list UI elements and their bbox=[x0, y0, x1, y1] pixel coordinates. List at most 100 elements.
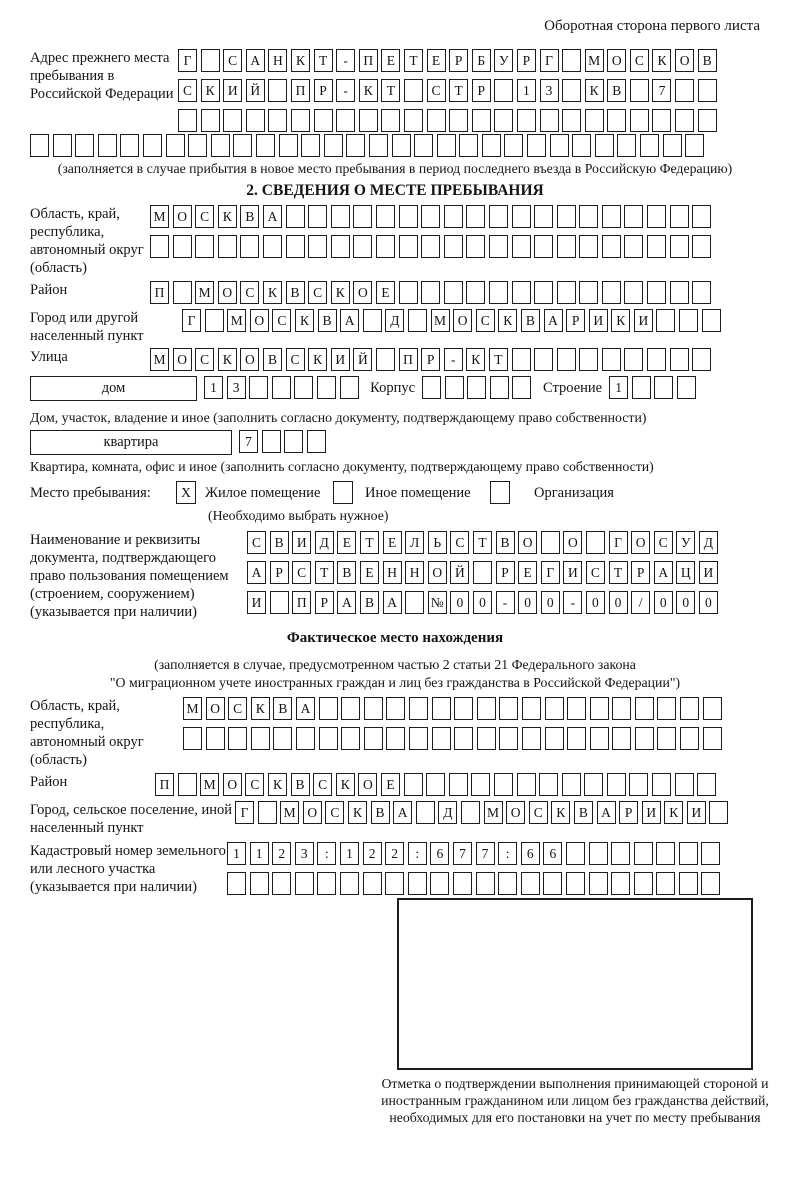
char-cell[interactable]: Д bbox=[438, 801, 458, 824]
char-cell[interactable] bbox=[652, 109, 672, 132]
char-cell[interactable] bbox=[498, 872, 518, 895]
char-cell[interactable]: А bbox=[382, 591, 402, 614]
char-cell[interactable] bbox=[426, 109, 446, 132]
char-cell[interactable] bbox=[330, 235, 350, 258]
char-cell[interactable]: И bbox=[698, 561, 718, 584]
char-cell[interactable] bbox=[448, 773, 468, 796]
char-cell[interactable] bbox=[669, 235, 689, 258]
char-cell[interactable]: В bbox=[607, 79, 627, 102]
char-cell[interactable]: К bbox=[262, 281, 282, 304]
char-cell[interactable]: О bbox=[172, 348, 192, 371]
char-cell[interactable]: 1 bbox=[204, 376, 223, 399]
char-cell[interactable] bbox=[697, 773, 717, 796]
char-cell[interactable]: С bbox=[308, 281, 328, 304]
char-cell[interactable] bbox=[262, 235, 282, 258]
char-cell[interactable]: К bbox=[358, 79, 378, 102]
char-cell[interactable]: 2 bbox=[272, 842, 292, 865]
char-cell[interactable] bbox=[585, 531, 605, 554]
char-cell[interactable] bbox=[678, 842, 698, 865]
char-cell[interactable] bbox=[633, 872, 653, 895]
char-cell[interactable] bbox=[430, 872, 450, 895]
char-cell[interactable] bbox=[449, 109, 469, 132]
char-cell[interactable]: О bbox=[222, 773, 242, 796]
char-cell[interactable] bbox=[709, 801, 729, 824]
char-cell[interactable] bbox=[284, 430, 304, 453]
char-cell[interactable]: Г bbox=[540, 561, 560, 584]
char-cell[interactable] bbox=[567, 697, 587, 720]
char-cell[interactable]: И bbox=[633, 309, 653, 332]
char-cell[interactable]: О bbox=[563, 531, 583, 554]
char-cell[interactable] bbox=[579, 281, 599, 304]
char-cell[interactable]: М bbox=[483, 801, 503, 824]
char-cell[interactable]: 0 bbox=[540, 591, 560, 614]
char-cell[interactable]: Р bbox=[471, 79, 491, 102]
char-cell[interactable]: Е bbox=[380, 773, 400, 796]
char-cell[interactable] bbox=[250, 727, 270, 750]
char-cell[interactable] bbox=[534, 348, 554, 371]
char-cell[interactable] bbox=[452, 872, 472, 895]
char-cell[interactable] bbox=[475, 872, 495, 895]
char-cell[interactable] bbox=[443, 205, 463, 228]
char-cell[interactable]: О bbox=[427, 561, 447, 584]
char-cell[interactable]: С bbox=[325, 801, 345, 824]
char-cell[interactable] bbox=[471, 109, 491, 132]
char-cell[interactable] bbox=[391, 134, 411, 157]
char-cell[interactable]: - bbox=[336, 79, 356, 102]
char-cell[interactable]: Б bbox=[471, 49, 491, 72]
char-cell[interactable] bbox=[217, 235, 237, 258]
char-cell[interactable] bbox=[261, 430, 281, 453]
char-cell[interactable]: 3 bbox=[226, 376, 246, 399]
char-cell[interactable]: Р bbox=[449, 49, 469, 72]
char-cell[interactable] bbox=[375, 205, 395, 228]
char-cell[interactable] bbox=[407, 309, 427, 332]
char-cell[interactable] bbox=[255, 134, 275, 157]
char-cell[interactable]: К bbox=[217, 205, 237, 228]
char-cell[interactable] bbox=[323, 134, 343, 157]
char-cell[interactable]: В bbox=[337, 561, 357, 584]
char-cell[interactable]: 0 bbox=[608, 591, 628, 614]
char-cell[interactable] bbox=[363, 697, 383, 720]
char-cell[interactable] bbox=[249, 872, 269, 895]
char-cell[interactable]: В bbox=[359, 591, 379, 614]
char-cell[interactable] bbox=[375, 235, 395, 258]
char-cell[interactable]: 6 bbox=[543, 842, 563, 865]
char-cell[interactable] bbox=[204, 309, 224, 332]
char-cell[interactable] bbox=[669, 205, 689, 228]
char-cell[interactable] bbox=[647, 281, 667, 304]
char-cell[interactable] bbox=[223, 109, 243, 132]
char-cell[interactable]: Е bbox=[381, 49, 401, 72]
char-cell[interactable]: Н bbox=[268, 49, 288, 72]
char-cell[interactable]: К bbox=[294, 309, 314, 332]
char-cell[interactable] bbox=[669, 281, 689, 304]
char-cell[interactable] bbox=[269, 591, 289, 614]
char-cell[interactable] bbox=[652, 773, 672, 796]
char-cell[interactable]: К bbox=[290, 49, 310, 72]
char-cell[interactable] bbox=[233, 134, 253, 157]
char-cell[interactable]: О bbox=[518, 531, 538, 554]
char-cell[interactable] bbox=[549, 134, 569, 157]
char-cell[interactable] bbox=[567, 727, 587, 750]
char-cell[interactable] bbox=[52, 134, 72, 157]
char-cell[interactable]: 1 bbox=[227, 842, 246, 865]
char-cell[interactable] bbox=[358, 109, 378, 132]
char-cell[interactable] bbox=[272, 872, 292, 895]
char-cell[interactable]: 0 bbox=[585, 591, 605, 614]
char-cell[interactable] bbox=[579, 235, 599, 258]
char-cell[interactable] bbox=[633, 842, 653, 865]
char-cell[interactable] bbox=[589, 727, 609, 750]
char-cell[interactable]: 0 bbox=[518, 591, 538, 614]
char-cell[interactable]: 7 bbox=[239, 430, 258, 453]
char-cell[interactable]: К bbox=[330, 281, 350, 304]
char-cell[interactable]: С bbox=[426, 79, 446, 102]
char-cell[interactable] bbox=[676, 376, 696, 399]
char-cell[interactable]: М bbox=[200, 773, 220, 796]
char-cell[interactable] bbox=[611, 872, 631, 895]
char-cell[interactable] bbox=[466, 281, 486, 304]
char-cell[interactable] bbox=[674, 773, 694, 796]
char-cell[interactable]: 3 bbox=[539, 79, 559, 102]
char-cell[interactable]: М bbox=[150, 205, 169, 228]
char-cell[interactable]: Р bbox=[631, 561, 651, 584]
char-cell[interactable] bbox=[520, 872, 540, 895]
char-cell[interactable]: О bbox=[353, 281, 373, 304]
char-cell[interactable] bbox=[692, 348, 712, 371]
